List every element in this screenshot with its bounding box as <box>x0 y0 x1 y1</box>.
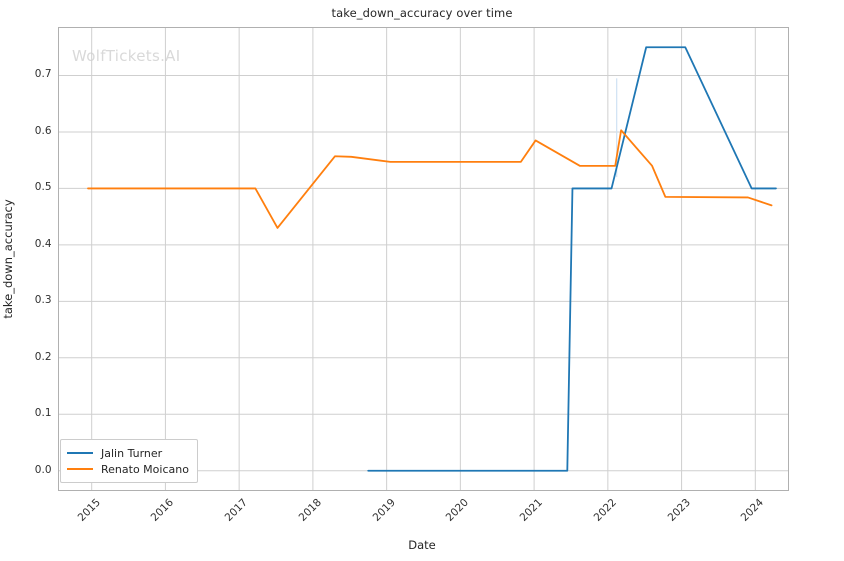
y-tick-label-0.6: 0.6 <box>34 124 52 137</box>
x-axis-label: Date <box>408 538 436 552</box>
y-tick-label-0.0: 0.0 <box>34 463 52 476</box>
y-tick-label-0.3: 0.3 <box>34 294 52 307</box>
gridlines <box>58 27 789 491</box>
legend-item-renato-moicano[interactable]: Renato Moicano <box>67 461 189 477</box>
chart-legend: Jalin Turner Renato Moicano <box>60 439 198 483</box>
y-tick-label-0.2: 0.2 <box>34 350 52 363</box>
legend-swatch-jalin-turner <box>67 452 93 454</box>
y-axis-label-text: take_down_accuracy <box>1 199 15 319</box>
data-series <box>87 46 777 472</box>
line-jalin-turner <box>367 46 777 472</box>
y-tick-label-0.5: 0.5 <box>34 181 52 194</box>
chart-title: take_down_accuracy over time <box>331 6 513 20</box>
y-tick-label-0.7: 0.7 <box>34 68 52 81</box>
legend-label-jalin-turner: Jalin Turner <box>101 446 163 460</box>
legend-item-jalin-turner[interactable]: Jalin Turner <box>67 445 189 461</box>
legend-label-renato-moicano: Renato Moicano <box>101 462 189 476</box>
y-tick-label-0.4: 0.4 <box>34 237 52 250</box>
plot-border <box>58 27 789 491</box>
line-renato-moicano <box>87 129 773 229</box>
legend-swatch-renato-moicano <box>67 468 93 470</box>
y-tick-label-0.1: 0.1 <box>34 407 52 420</box>
